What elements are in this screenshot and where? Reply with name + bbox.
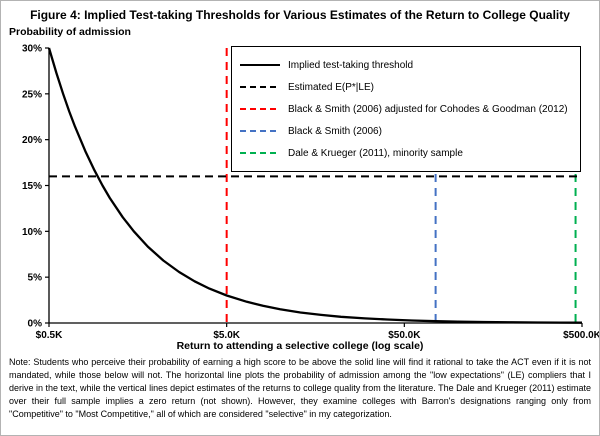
legend-item-4: Dale & Krueger (2011), minority sample (240, 142, 572, 164)
solid-line-sample (240, 64, 280, 66)
y-axis-label: Probability of admission (9, 26, 131, 38)
legend-label: Black & Smith (2006) adjusted for Cohode… (288, 103, 568, 115)
y-tick-label: 30% (22, 44, 42, 55)
legend-label: Dale & Krueger (2011), minority sample (288, 147, 463, 159)
dashed-line-sample (240, 152, 280, 154)
y-tick-label: 20% (22, 135, 42, 146)
legend-item-3: Black & Smith (2006) (240, 120, 572, 142)
chart-plot: 0% 5% 10% 15% 20% 25% 30% $0.5K $5.0K $50.0K $500.… (22, 44, 600, 341)
chart-area: 0% 5% 10% 15% 20% 25% 30% $0.5K $5.0K $50.0K $500.… (1, 38, 600, 341)
legend-item-2: Black & Smith (2006) adjusted for Cohode… (240, 98, 572, 120)
x-tick-label: $50.0K (388, 330, 421, 340)
dashed-line-sample (240, 130, 280, 132)
x-tick-label: $500.0K (563, 330, 600, 340)
legend-label: Estimated E(P*|LE) (288, 81, 374, 93)
y-tick-label: 10% (22, 227, 42, 238)
dashed-line-sample (240, 86, 280, 88)
y-tick-label: 0% (28, 319, 43, 330)
legend-item-1: Estimated E(P*|LE) (240, 76, 572, 98)
legend-label: Black & Smith (2006) (288, 125, 382, 137)
y-tick-label: 15% (22, 181, 42, 192)
x-tick-label: $0.5K (36, 330, 63, 340)
dashed-line-sample (240, 108, 280, 110)
note-text: Note: Students who perceive their probab… (9, 357, 591, 419)
legend-label: Implied test-taking threshold (288, 59, 414, 71)
y-tick-label: 5% (28, 273, 43, 284)
figure-title: Figure 4: Implied Test-taking Thresholds… (30, 8, 570, 22)
legend-item-0: Implied test-taking threshold (240, 54, 572, 76)
y-tick-label: 25% (22, 89, 42, 100)
threshold-curve (47, 47, 583, 324)
x-axis-label: Return to attending a selective college … (176, 340, 424, 352)
legend: Implied test-taking threshold Estimated E… (231, 46, 581, 172)
x-tick-label: $5.0K (213, 330, 240, 340)
